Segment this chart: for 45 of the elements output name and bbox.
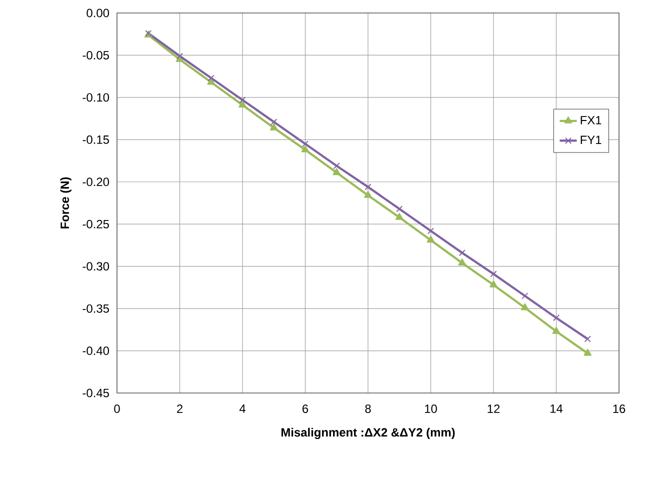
point: [301, 145, 310, 152]
x-tick-label: 0: [114, 404, 120, 413]
y-tick-label: -0.05: [82, 50, 109, 60]
point: [176, 52, 184, 60]
point: [490, 270, 497, 278]
point: [208, 74, 214, 82]
x-tick-label: 4: [239, 404, 246, 413]
y-tick-label: -0.45: [82, 388, 109, 398]
point: [333, 162, 340, 170]
x-tick-label: 8: [365, 404, 371, 413]
y-tick-label: -0.15: [82, 135, 109, 144]
point: [332, 168, 341, 176]
point: [458, 250, 466, 256]
x-tick-label: 6: [302, 404, 308, 413]
y-axis-title: Force (N): [60, 177, 72, 228]
y-tick-label: -0.10: [82, 93, 110, 102]
point: [364, 190, 372, 198]
point: [552, 314, 560, 322]
point: [490, 280, 498, 288]
point: [396, 206, 403, 212]
x-tick-label: 16: [613, 404, 626, 413]
y-tick-label: -0.25: [82, 220, 109, 228]
y-tick-label: -0.20: [82, 178, 110, 186]
point: [239, 96, 246, 104]
x-tick-label: 12: [488, 404, 500, 413]
legend-label: FY1: [580, 136, 602, 144]
point: [584, 336, 591, 342]
point: [270, 123, 278, 130]
x-tick-label: 10: [425, 404, 437, 413]
point: [458, 258, 466, 266]
y-tick-label: -0.35: [82, 304, 109, 313]
point: [584, 348, 592, 356]
point: [238, 100, 246, 108]
y-tick-label: -0.30: [82, 262, 110, 271]
point: [395, 212, 404, 220]
y-tick-label: -0.40: [82, 346, 110, 355]
point: [552, 326, 560, 334]
y-tick-label: 0.00: [86, 8, 110, 18]
x-axis-title: Misalignment :ΔX2 &ΔY2 (mm): [281, 428, 455, 440]
x-tick-label: 14: [550, 404, 563, 413]
point: [364, 184, 372, 190]
point: [426, 236, 435, 243]
x-tick-label: 2: [177, 404, 182, 413]
point: [520, 303, 529, 310]
legend-label: FX1: [580, 116, 602, 124]
